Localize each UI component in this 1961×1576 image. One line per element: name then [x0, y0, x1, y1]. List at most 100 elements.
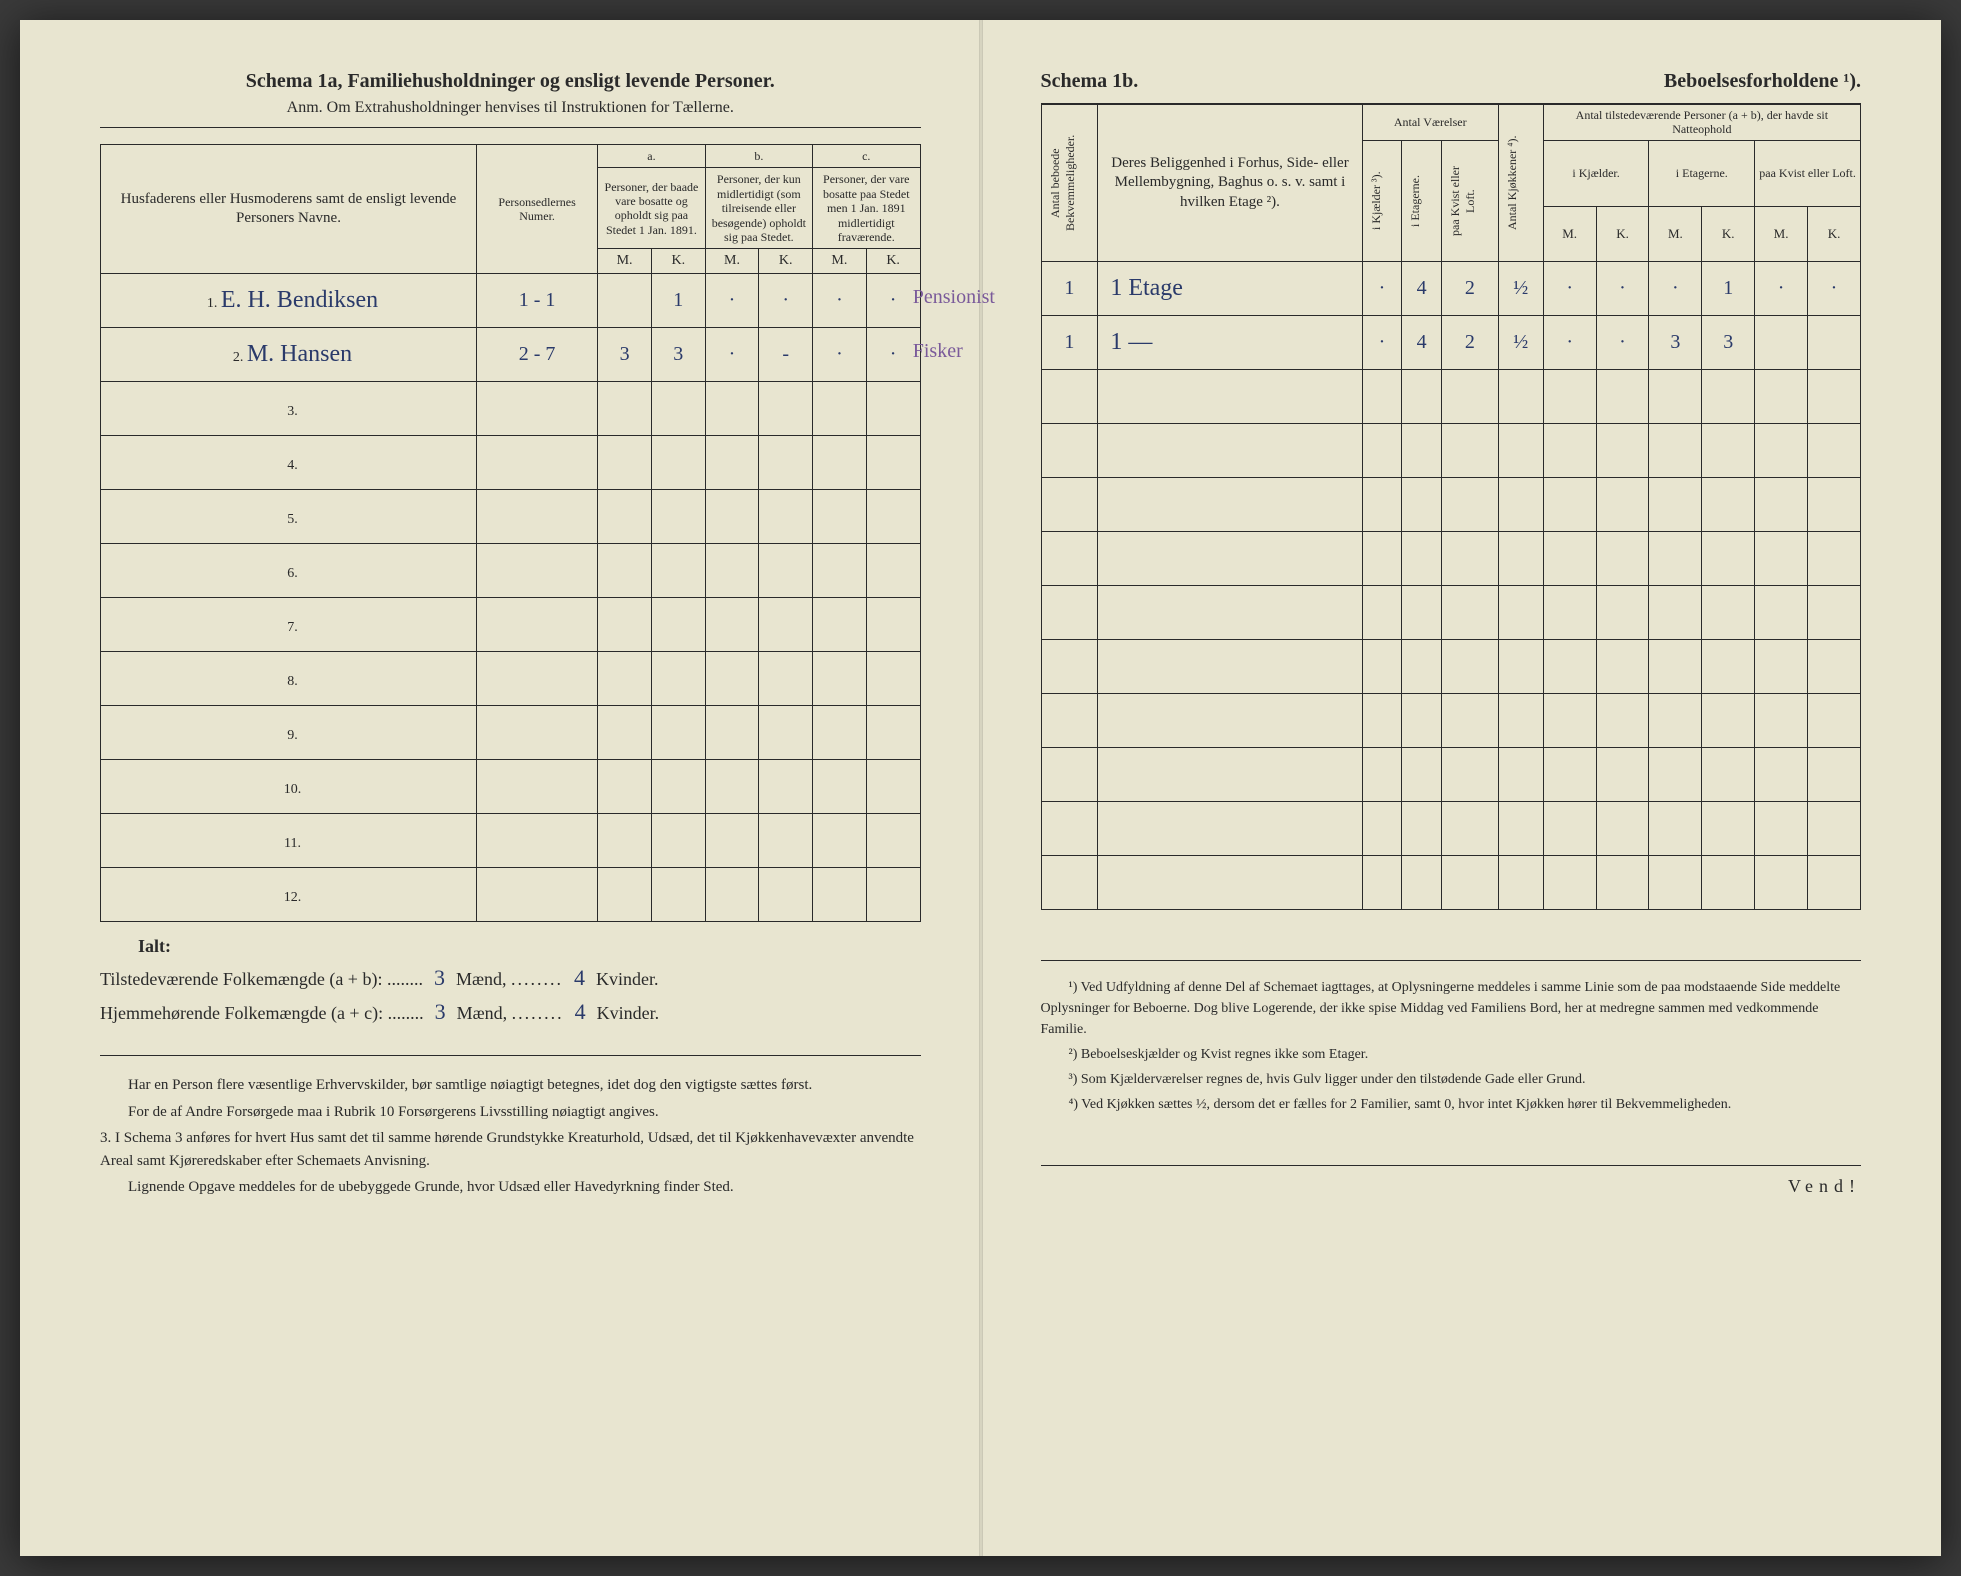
- cell-vkj: [1362, 586, 1402, 640]
- cell-kvm: [1755, 802, 1808, 856]
- cell-num: 1 - 1: [476, 274, 597, 328]
- note-p3-num: 3.: [100, 1130, 111, 1146]
- tot-home-k: 4: [568, 999, 592, 1025]
- cell-vkv: [1441, 478, 1498, 532]
- cell-name: 5.: [101, 490, 477, 544]
- cell-kvk: [1808, 424, 1861, 478]
- cell-bk: [759, 652, 813, 706]
- schema1a-label: Schema 1a,: [246, 70, 343, 92]
- cell-vkv: [1441, 370, 1498, 424]
- cell-vet: [1402, 424, 1442, 478]
- census-table-left: Husfaderens eller Husmoderens samt de en…: [100, 144, 921, 922]
- cell-kvm: [1755, 424, 1808, 478]
- cell-kok: [1498, 694, 1543, 748]
- cell-etk: 3: [1702, 316, 1755, 370]
- head-kjokken: Antal Kjøkkener ⁴).: [1503, 108, 1522, 258]
- cell-etm: [1649, 640, 1702, 694]
- cell-belig: 1 —: [1098, 316, 1362, 370]
- cell-num: [476, 544, 597, 598]
- cell-kvk: [1808, 694, 1861, 748]
- cell-name: 12.: [101, 868, 477, 922]
- cell-num: [476, 436, 597, 490]
- cell-kjm: [1543, 802, 1596, 856]
- schema1b-label: Schema 1b.: [1041, 70, 1139, 93]
- cell-am: [598, 436, 652, 490]
- cell-bk: [759, 706, 813, 760]
- cell-kjm: [1543, 478, 1596, 532]
- cell-kjm: [1543, 748, 1596, 802]
- vend-label: Vend!: [1041, 1165, 1862, 1197]
- head-vaer-etagerne: i Etagerne.: [1406, 151, 1425, 251]
- cell-bm: [705, 490, 759, 544]
- cell-ck: [866, 760, 920, 814]
- cell-ck: [866, 436, 920, 490]
- cell-kvk: ·: [1808, 262, 1861, 316]
- totals-present: Tilstedeværende Folkemængde (a + b): ...…: [100, 965, 921, 991]
- cell-etk: 1: [1702, 262, 1755, 316]
- schema1a-title: Schema 1a, Familiehusholdninger og ensli…: [100, 70, 921, 93]
- cell-bk: -: [759, 328, 813, 382]
- cell-ak: [651, 868, 705, 922]
- cell-kvm: [1755, 478, 1808, 532]
- cell-am: [598, 544, 652, 598]
- cell-kjm: [1543, 694, 1596, 748]
- cell-bekv: [1041, 532, 1098, 586]
- cell-kok: [1498, 586, 1543, 640]
- ialt-label: Ialt:: [138, 936, 921, 957]
- cell-num: [476, 490, 597, 544]
- cell-belig: [1098, 586, 1362, 640]
- tot-present-m: 3: [427, 965, 451, 991]
- cell-etk: [1702, 370, 1755, 424]
- cell-num: 2 - 7: [476, 328, 597, 382]
- head-a-m: M.: [598, 249, 652, 274]
- table-row: 1. E. H. Bendiksen 1 - 1 1 · · · ·Pensio…: [101, 274, 921, 328]
- cell-num: [476, 868, 597, 922]
- table-row: 2. M. Hansen 2 - 7 3 3 · - · ·Fisker: [101, 328, 921, 382]
- table-row: 3.: [101, 382, 921, 436]
- cell-vkj: [1362, 370, 1402, 424]
- cell-kjm: [1543, 370, 1596, 424]
- cell-vet: 4: [1402, 316, 1442, 370]
- cell-ak: [651, 490, 705, 544]
- head-b: b.: [705, 145, 812, 168]
- cell-kjk: [1596, 640, 1649, 694]
- cell-etm: [1649, 478, 1702, 532]
- note-p3-text: I Schema 3 anføres for hvert Hus samt de…: [100, 1130, 914, 1169]
- cell-name: 4.: [101, 436, 477, 490]
- cell-belig: [1098, 640, 1362, 694]
- table-row: 4.: [101, 436, 921, 490]
- cell-kjk: ·: [1596, 316, 1649, 370]
- cell-kok: [1498, 532, 1543, 586]
- cell-ck: ·Pensionist: [866, 274, 920, 328]
- cell-name: 11.: [101, 814, 477, 868]
- cell-kvk: [1808, 802, 1861, 856]
- cell-belig: [1098, 424, 1362, 478]
- head-c: c.: [813, 145, 920, 168]
- head-c-k: K.: [866, 249, 920, 274]
- cell-belig: [1098, 694, 1362, 748]
- cell-etk: [1702, 478, 1755, 532]
- cell-name: 8.: [101, 652, 477, 706]
- cell-belig: 1 Etage: [1098, 262, 1362, 316]
- cell-am: [598, 598, 652, 652]
- cell-ak: 1: [651, 274, 705, 328]
- r-kv-k: K.: [1808, 206, 1861, 261]
- schema1a-subject: Familiehusholdninger og ensligt levende …: [347, 70, 774, 92]
- cell-etk: [1702, 640, 1755, 694]
- cell-num: [476, 706, 597, 760]
- table-row: [1041, 856, 1861, 910]
- cell-kvk: [1808, 532, 1861, 586]
- head-vaer-kjaelder: i Kjælder ³).: [1367, 151, 1386, 251]
- cell-kjk: [1596, 802, 1649, 856]
- cell-ck: [866, 652, 920, 706]
- cell-num: [476, 652, 597, 706]
- cell-vkv: [1441, 856, 1498, 910]
- cell-kok: [1498, 640, 1543, 694]
- cell-bekv: [1041, 640, 1098, 694]
- cell-etm: [1649, 856, 1702, 910]
- cell-cm: [813, 490, 867, 544]
- cell-vet: 4: [1402, 262, 1442, 316]
- cell-cm: [813, 814, 867, 868]
- cell-kjm: [1543, 586, 1596, 640]
- head-c-text: Personer, der vare bosatte paa Stedet me…: [813, 168, 920, 249]
